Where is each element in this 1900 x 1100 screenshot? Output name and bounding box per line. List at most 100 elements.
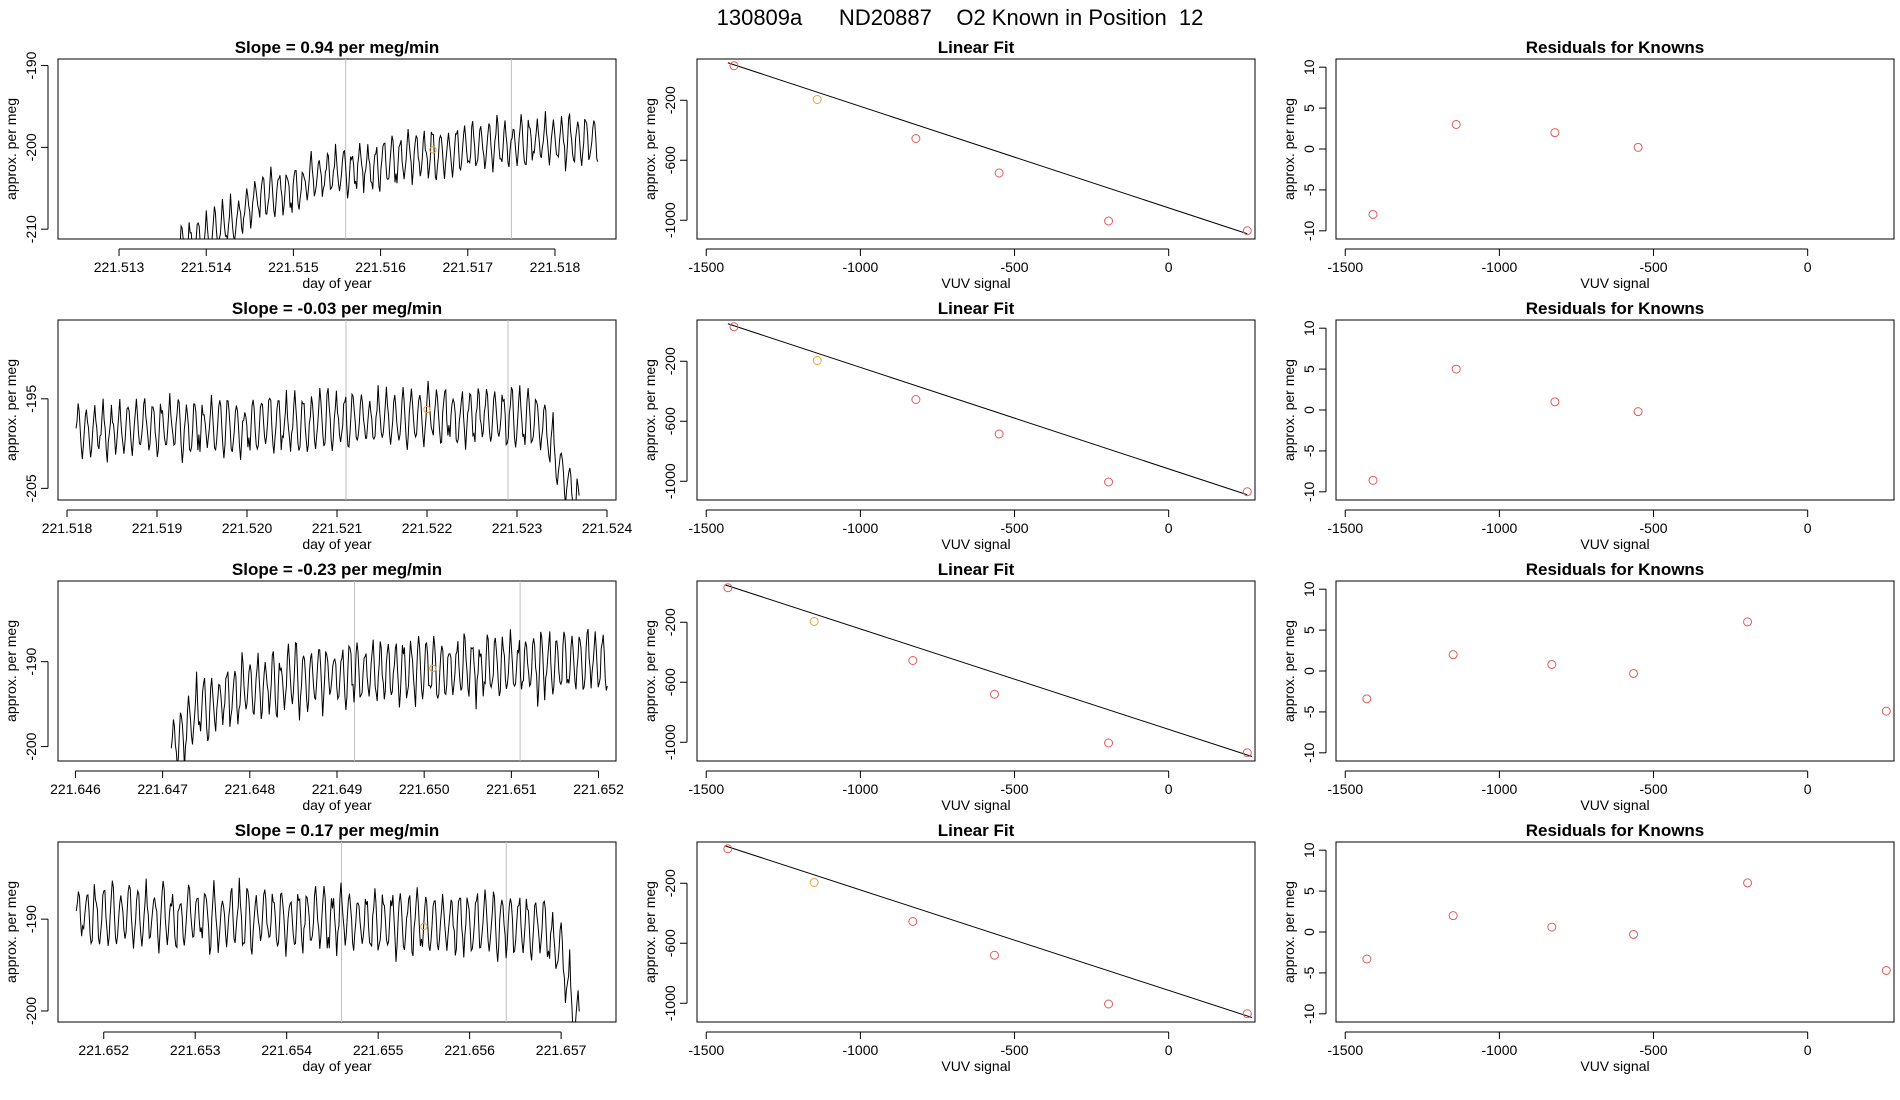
y-tick-label: 10 bbox=[1301, 842, 1317, 858]
data-point bbox=[994, 168, 1004, 178]
plot-frame bbox=[696, 319, 1256, 501]
y-tick-label: -200 bbox=[23, 732, 39, 760]
fit-line bbox=[724, 845, 1253, 1018]
panel-grid: Slope = 0.94 per meg/min 221.513 221.514 22… bbox=[3, 38, 1895, 1074]
data-point bbox=[729, 322, 739, 332]
y-tick-label: 0 bbox=[1301, 928, 1317, 936]
x-tick-label: 221.523 bbox=[492, 520, 543, 536]
highlight-point bbox=[420, 922, 428, 931]
data-point bbox=[1550, 128, 1560, 138]
y-tick-label: 5 bbox=[1301, 626, 1317, 634]
x-tick-label: 221.648 bbox=[225, 781, 276, 797]
data-point bbox=[1881, 706, 1891, 716]
panel-title: Residuals for Knowns bbox=[1526, 821, 1705, 840]
x-tick-label: 0 bbox=[1165, 1042, 1173, 1058]
plot-frame bbox=[57, 319, 617, 501]
plot-frame bbox=[696, 580, 1256, 762]
plot-frame bbox=[1335, 841, 1895, 1023]
data-point bbox=[994, 429, 1004, 439]
panel-r0-c1: Linear Fit -1500 -1000 -500 0 VUV signal -200 -… bbox=[642, 38, 1256, 291]
panel-title: Slope = -0.03 per meg/min bbox=[232, 299, 442, 318]
x-tick-label: -1000 bbox=[1481, 520, 1517, 536]
x-axis-title: VUV signal bbox=[941, 797, 1010, 813]
y-axis-title: approx. per meg bbox=[3, 98, 19, 200]
plot-frame bbox=[1335, 580, 1895, 762]
figure-title: 130809a ND20887 O2 Known in Position 12 bbox=[717, 5, 1204, 30]
plot-area bbox=[170, 581, 608, 761]
y-axis-title: approx. per meg bbox=[1281, 620, 1297, 722]
data-point bbox=[729, 61, 739, 71]
panel-r1-c2: Residuals for Knowns -1500 -1000 -500 0 VUV s… bbox=[1281, 299, 1895, 552]
panel-title: Linear Fit bbox=[938, 821, 1015, 840]
highlight-point bbox=[812, 95, 822, 104]
plot-frame bbox=[57, 58, 617, 240]
x-tick-label: -1000 bbox=[842, 259, 878, 275]
x-tick-label: -1000 bbox=[842, 781, 878, 797]
plot-frame bbox=[57, 580, 617, 762]
plot-area bbox=[75, 842, 580, 1022]
y-tick-label: -600 bbox=[662, 668, 678, 696]
x-axis-title: VUV signal bbox=[1580, 275, 1649, 291]
y-tick-label: -190 bbox=[23, 51, 39, 79]
plot-frame bbox=[1335, 58, 1895, 240]
x-tick-label: 0 bbox=[1165, 259, 1173, 275]
x-tick-label: -500 bbox=[1640, 259, 1668, 275]
x-tick-label: 221.522 bbox=[402, 520, 453, 536]
x-tick-label: -500 bbox=[1001, 520, 1029, 536]
panel-r2-c0: Slope = -0.23 per meg/min 221.646 221.647 2… bbox=[3, 560, 624, 813]
panel-title: Residuals for Knowns bbox=[1526, 38, 1705, 57]
data-point bbox=[1104, 216, 1114, 226]
y-axis-title: approx. per meg bbox=[642, 620, 658, 722]
x-axis-title: VUV signal bbox=[941, 536, 1010, 552]
y-tick-label: -190 bbox=[23, 905, 39, 933]
panel-r1-c0: Slope = -0.03 per meg/min 221.518 221.519 2… bbox=[3, 299, 633, 552]
highlight-point bbox=[423, 405, 431, 414]
y-tick-label: -600 bbox=[662, 146, 678, 174]
x-tick-label: -500 bbox=[1640, 1042, 1668, 1058]
y-axis-title: approx. per meg bbox=[642, 359, 658, 461]
data-point bbox=[1550, 397, 1560, 407]
panel-r3-c1: Linear Fit -1500 -1000 -500 0 VUV signal -200 -… bbox=[642, 821, 1256, 1074]
x-tick-label: 0 bbox=[1804, 1042, 1812, 1058]
x-tick-label: 221.517 bbox=[442, 259, 493, 275]
y-tick-label: 5 bbox=[1301, 365, 1317, 373]
y-tick-label: -200 bbox=[662, 86, 678, 114]
y-tick-label: -200 bbox=[662, 869, 678, 897]
plot-area bbox=[1362, 617, 1891, 716]
plot-frame bbox=[57, 841, 617, 1023]
y-tick-label: -1000 bbox=[662, 724, 678, 760]
x-tick-label: 0 bbox=[1165, 781, 1173, 797]
data-point bbox=[1743, 878, 1753, 888]
plot-area bbox=[723, 583, 1253, 758]
y-tick-label: -1000 bbox=[662, 202, 678, 238]
data-point bbox=[1242, 226, 1252, 236]
x-tick-label: -1500 bbox=[1327, 1042, 1363, 1058]
data-point bbox=[1368, 209, 1378, 219]
y-tick-label: 5 bbox=[1301, 104, 1317, 112]
panel-title: Residuals for Knowns bbox=[1526, 560, 1705, 579]
x-tick-label: 221.515 bbox=[268, 259, 319, 275]
y-axis-title: approx. per meg bbox=[1281, 98, 1297, 200]
x-tick-label: 221.518 bbox=[42, 520, 93, 536]
data-point bbox=[723, 844, 733, 854]
fit-line bbox=[727, 62, 1248, 235]
x-tick-label: 221.646 bbox=[50, 781, 101, 797]
x-tick-label: -1500 bbox=[688, 259, 724, 275]
x-tick-label: -1500 bbox=[1327, 520, 1363, 536]
x-axis-title: day of year bbox=[302, 797, 372, 813]
x-tick-label: 221.649 bbox=[312, 781, 363, 797]
highlight-point bbox=[812, 356, 822, 365]
data-point bbox=[1242, 748, 1252, 758]
y-tick-label: -10 bbox=[1301, 220, 1317, 240]
data-trace bbox=[179, 111, 599, 239]
panel-r0-c0: Slope = 0.94 per meg/min 221.513 221.514 22… bbox=[3, 38, 617, 291]
x-axis-title: day of year bbox=[302, 275, 372, 291]
data-trace bbox=[75, 877, 580, 1022]
y-tick-label: 0 bbox=[1301, 145, 1317, 153]
x-tick-label: 0 bbox=[1804, 781, 1812, 797]
data-point bbox=[989, 689, 999, 699]
panel-r3-c2: Residuals for Knowns -1500 -1000 -500 0 VUV s… bbox=[1281, 821, 1895, 1074]
x-tick-label: 221.657 bbox=[536, 1042, 587, 1058]
plot-frame bbox=[1335, 319, 1895, 501]
plot-area bbox=[727, 322, 1252, 497]
